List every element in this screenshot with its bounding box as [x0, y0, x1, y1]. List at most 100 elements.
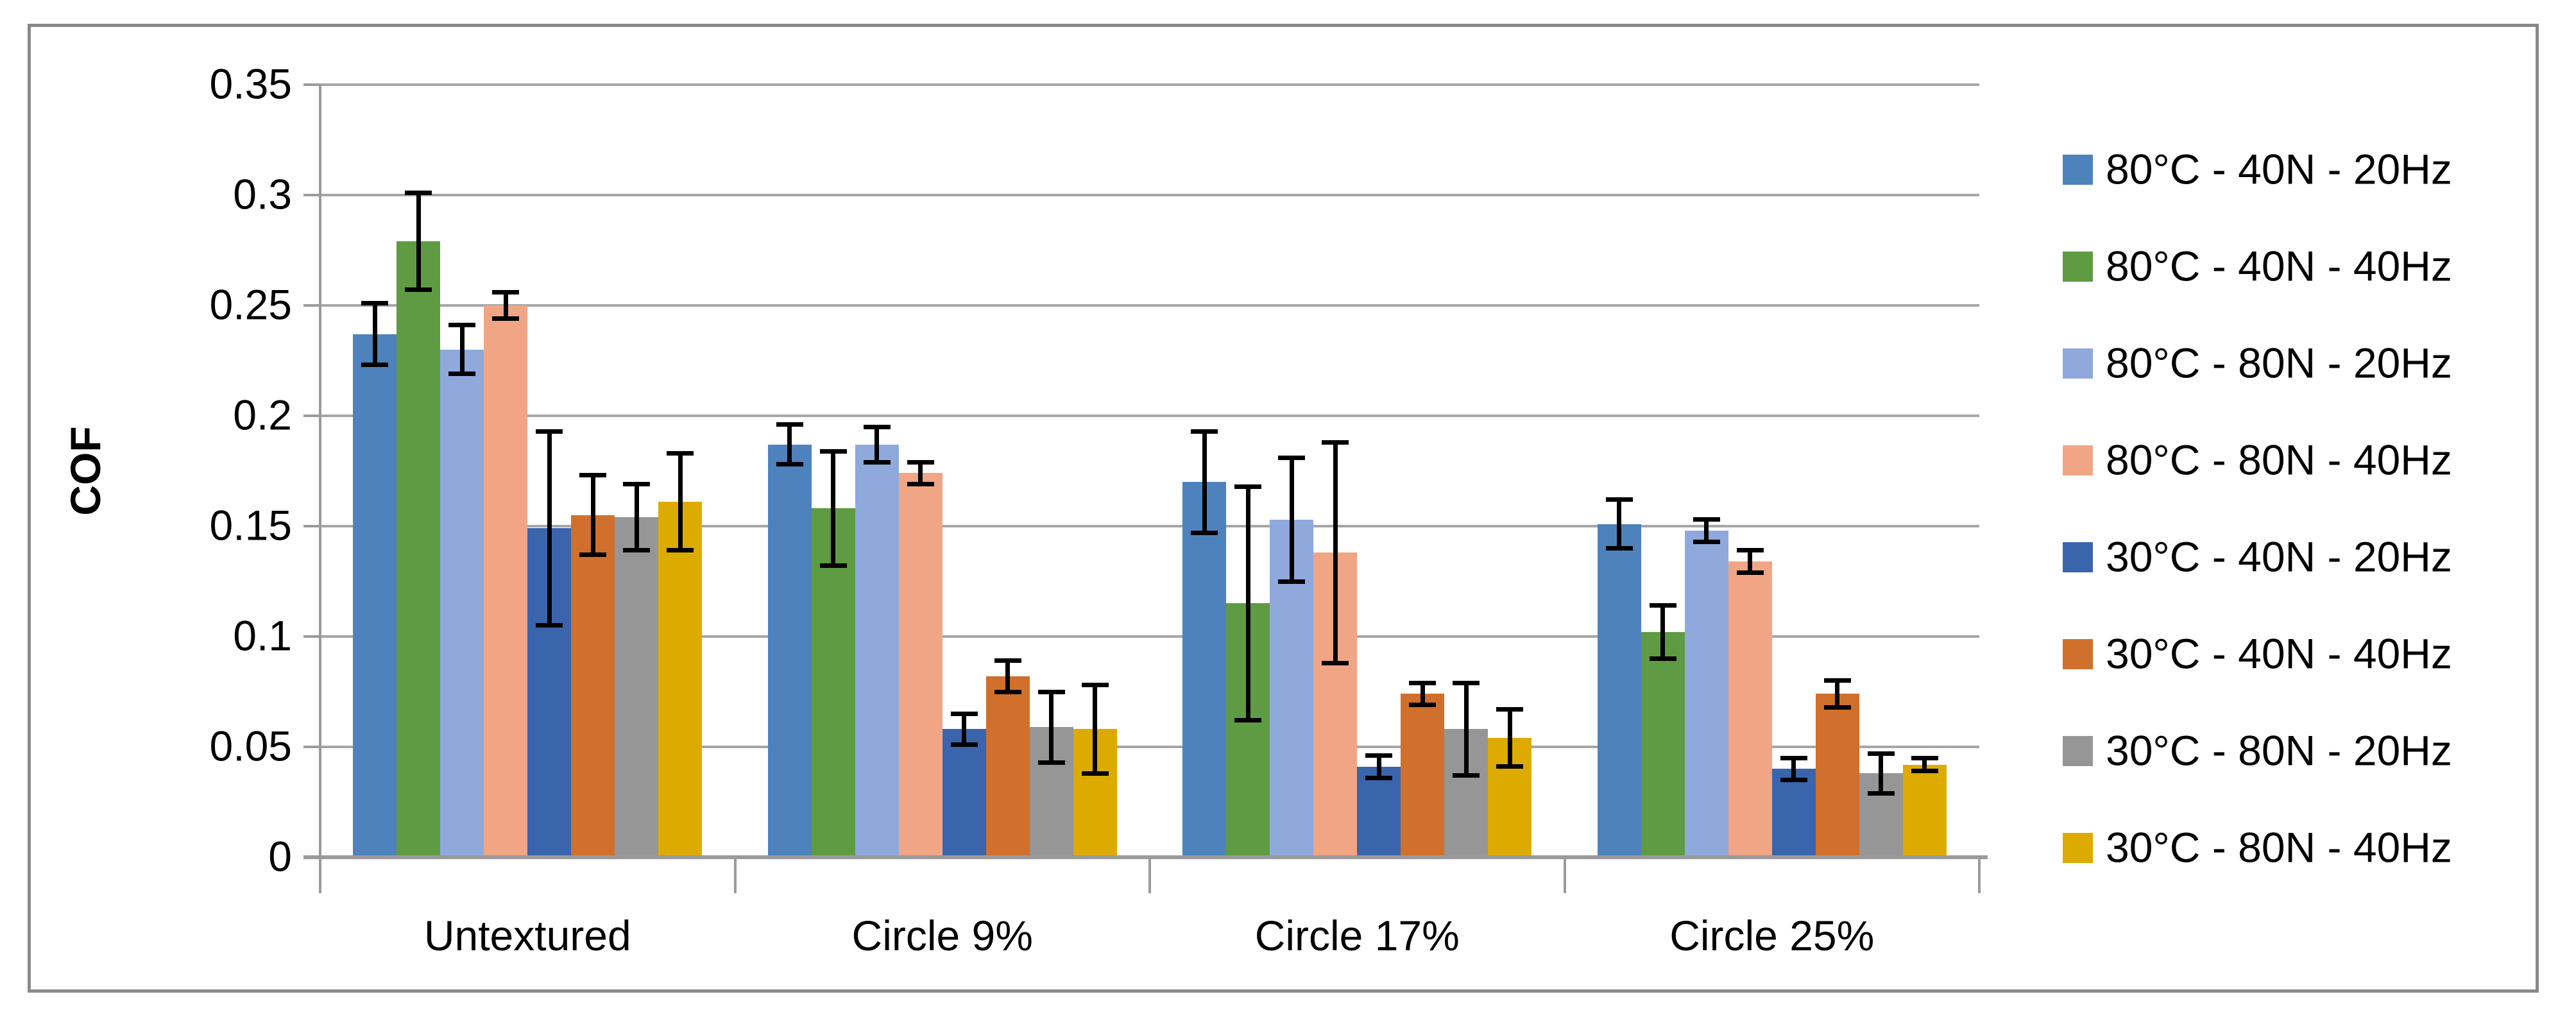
y-tick: [303, 635, 320, 638]
error-bar-cap: [819, 563, 847, 569]
error-bar-cap: [361, 301, 389, 306]
category-label: Untextured: [423, 912, 631, 959]
legend-label: 80°C - 40N - 40Hz: [2106, 242, 2452, 290]
bar: [1641, 632, 1685, 857]
error-bar-cap: [1649, 603, 1676, 608]
error-bar-cap: [1823, 678, 1851, 683]
y-tick: [303, 415, 320, 417]
x-tick: [1563, 857, 1566, 893]
y-tick-label: 0.1: [233, 611, 292, 660]
error-bar-cap: [1278, 455, 1306, 460]
error-bar-cap: [1911, 755, 1938, 760]
error-bar-cap: [1736, 570, 1764, 575]
bar: [1728, 561, 1772, 857]
error-bar-cap: [579, 552, 607, 558]
y-tick-label: 0.35: [209, 60, 292, 108]
y-tick-label: 0.25: [209, 280, 292, 329]
error-bar: [590, 475, 595, 555]
error-bar: [1289, 457, 1294, 581]
error-bar-cap: [405, 191, 432, 196]
error-bar: [1660, 605, 1666, 659]
error-bar: [1202, 431, 1207, 533]
error-bar-cap: [1322, 660, 1349, 665]
error-bar-cap: [623, 482, 651, 487]
error-bar-cap: [1081, 771, 1109, 776]
y-tick: [303, 525, 320, 527]
gridline: [320, 415, 1979, 417]
bar: [1902, 764, 1947, 857]
error-bar-cap: [1693, 517, 1720, 522]
legend-label: 30°C - 80N - 20Hz: [2106, 726, 2452, 774]
error-bar: [1463, 683, 1469, 776]
error-bar-cap: [1693, 539, 1720, 544]
bar: [1771, 769, 1816, 857]
error-bar-cap: [1409, 680, 1437, 685]
y-tick: [303, 194, 320, 196]
error-bar-cap: [1322, 440, 1349, 445]
legend-label: 80°C - 80N - 20Hz: [2106, 339, 2452, 387]
bar: [942, 729, 986, 857]
error-bar-cap: [1823, 705, 1851, 710]
legend-label: 30°C - 80N - 40Hz: [2106, 823, 2452, 871]
error-bar-cap: [1605, 497, 1633, 502]
error-bar-cap: [361, 363, 389, 368]
error-bar: [547, 431, 552, 626]
legend-swatch: [2063, 348, 2093, 379]
bar: [898, 473, 943, 857]
error-bar: [918, 462, 923, 484]
y-tick: [303, 746, 320, 748]
bar: [985, 676, 1030, 857]
error-bar-cap: [1605, 545, 1633, 551]
category-label: Circle 17%: [1254, 912, 1460, 959]
y-tick-label: 0.3: [233, 170, 292, 218]
error-bar: [503, 292, 508, 319]
error-bar-cap: [623, 548, 651, 553]
legend-swatch: [2063, 445, 2093, 475]
error-bar-cap: [536, 623, 563, 628]
error-bar: [831, 451, 836, 566]
error-bar-cap: [1496, 707, 1524, 712]
error-bar-cap: [1365, 775, 1393, 780]
bar: [1815, 694, 1859, 857]
bar: [397, 241, 441, 857]
bar: [353, 334, 397, 857]
error-bar-cap: [1867, 751, 1895, 756]
error-bar-cap: [1191, 530, 1218, 535]
x-axis: [303, 855, 1988, 859]
error-bar-cap: [907, 482, 934, 487]
error-bar: [1093, 685, 1098, 774]
bar: [1357, 766, 1401, 857]
bar: [855, 444, 899, 857]
error-bar: [1879, 753, 1884, 794]
legend-label: 80°C - 80N - 40Hz: [2106, 436, 2452, 484]
error-bar: [1791, 758, 1796, 780]
y-axis: [319, 83, 321, 893]
bar: [484, 305, 528, 857]
x-tick: [319, 857, 321, 893]
error-bar: [787, 424, 792, 465]
error-bar-cap: [776, 462, 803, 467]
error-bar: [1049, 692, 1054, 763]
error-bar-cap: [1278, 579, 1306, 584]
error-bar: [1005, 660, 1011, 692]
error-bar-cap: [1649, 656, 1676, 661]
x-tick: [1978, 857, 1981, 893]
error-bar: [1507, 709, 1512, 767]
error-bar: [634, 484, 639, 551]
legend-swatch: [2063, 252, 2093, 282]
legend-label: 30°C - 40N - 40Hz: [2106, 629, 2452, 678]
error-bar-cap: [1496, 764, 1524, 769]
error-bar-cap: [492, 289, 520, 295]
error-bar: [1617, 499, 1622, 549]
error-bar: [678, 453, 683, 551]
error-bar-cap: [667, 450, 694, 456]
error-bar-cap: [863, 459, 891, 465]
error-bar-cap: [776, 422, 803, 427]
error-bar-cap: [1453, 773, 1480, 778]
error-bar: [1333, 442, 1338, 663]
legend-swatch: [2063, 155, 2093, 185]
category-label: Circle 9%: [851, 912, 1033, 959]
y-tick-label: 0.15: [209, 501, 292, 549]
error-bar: [1922, 758, 1927, 771]
